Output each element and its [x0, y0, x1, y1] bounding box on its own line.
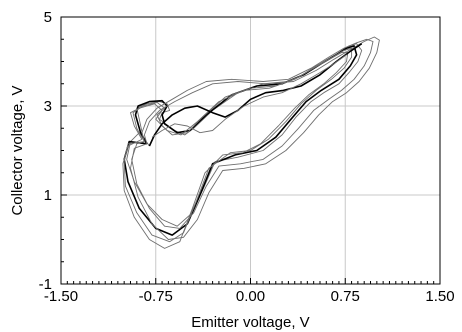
x-tick-label: -0.75 — [139, 288, 173, 305]
series-line-3 — [123, 47, 353, 243]
x-tick-label: 0.75 — [331, 288, 360, 305]
x-axis-label: Emitter voltage, V — [191, 314, 309, 331]
y-tick-label: 5 — [44, 9, 52, 26]
y-axis-label: Collector voltage, V — [9, 85, 26, 215]
series-line-1 — [126, 43, 363, 227]
series-line-4 — [122, 52, 349, 249]
y-tick-labels: -1 1 3 5 — [39, 9, 52, 293]
series-line-2 — [123, 45, 358, 236]
series-layer — [122, 36, 380, 249]
series-line-6 — [130, 36, 380, 240]
series-line-8 — [151, 54, 347, 138]
x-tick-label: -1.50 — [44, 288, 78, 305]
y-tick-label: 1 — [44, 187, 52, 204]
series-line-5 — [131, 38, 374, 229]
minor-ticks — [60, 16, 441, 285]
y-tick-label: 3 — [44, 98, 52, 115]
y-tick-label: -1 — [39, 276, 52, 293]
x-tick-label: 1.50 — [425, 288, 454, 305]
x-tick-labels: -1.50 -0.75 0.00 0.75 1.50 — [44, 288, 455, 305]
x-tick-label: 0.00 — [236, 288, 265, 305]
